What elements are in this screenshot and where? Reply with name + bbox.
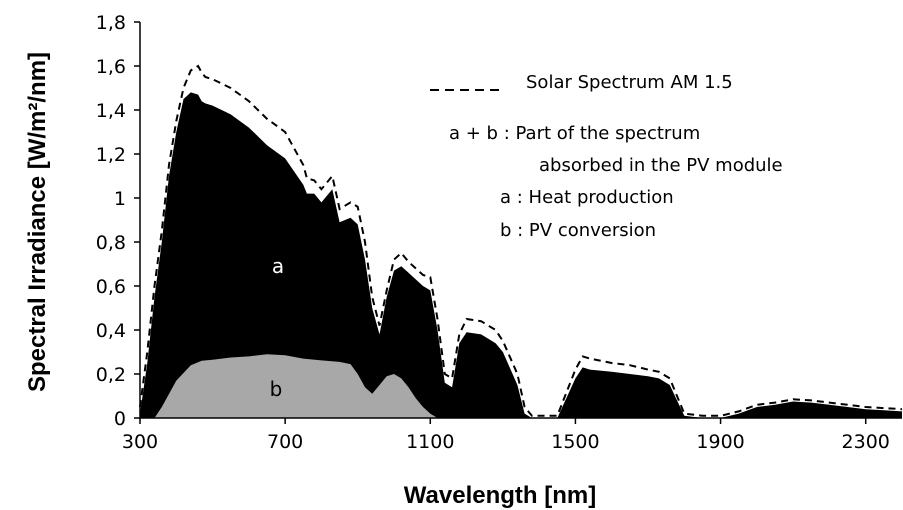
tick-layer: 0 0,2 0,4 0,6 0,8 1 1,2 1,4 1,6 1,8 300 700 1100 1500… [96, 12, 890, 453]
axes-layer [139, 22, 902, 419]
y-axis-title: Spectral Irradiance [W/m²/nm] [24, 52, 51, 392]
series-a-heat-production [140, 92, 902, 419]
series-b-pv-conversion [154, 354, 438, 418]
area-layer [139, 64, 903, 419]
x-tick-label: 1900 [696, 431, 744, 453]
y-tick-label: 1 [114, 188, 126, 210]
x-tick-label: 700 [267, 431, 303, 453]
legend: Solar Spectrum AM 1.5 a + b : Part of th… [430, 72, 783, 241]
x-tick-label: 1500 [551, 431, 599, 453]
y-tick-label: 0,2 [96, 364, 126, 386]
y-tick-label: 0 [114, 408, 126, 430]
y-tick-label: 1,4 [96, 100, 126, 122]
legend-dashed-label: Solar Spectrum AM 1.5 [526, 72, 733, 93]
y-tick-label: 0,6 [96, 276, 126, 298]
legend-ab-line2: absorbed in the PV module [539, 155, 783, 176]
legend-b-label: b : PV conversion [500, 220, 656, 241]
y-tick-label: 1,2 [96, 144, 126, 166]
legend-ab-line1: a + b : Part of the spectrum [449, 123, 700, 144]
x-tick-label: 2300 [842, 431, 890, 453]
region-label-b: b [270, 377, 283, 401]
y-tick-label: 1,6 [96, 56, 126, 78]
legend-a-label: a : Heat production [500, 187, 674, 208]
y-tick-label: 1,8 [96, 12, 126, 34]
series-solar-spectrum-am-1-5 [139, 64, 903, 417]
x-axis-title: Wavelength [nm] [404, 482, 596, 509]
y-tick-label: 0,8 [96, 232, 126, 254]
x-tick-label: 1100 [406, 431, 454, 453]
x-tick-label: 300 [122, 431, 158, 453]
y-tick-label: 0,4 [96, 320, 126, 342]
region-label-a: a [272, 254, 284, 278]
